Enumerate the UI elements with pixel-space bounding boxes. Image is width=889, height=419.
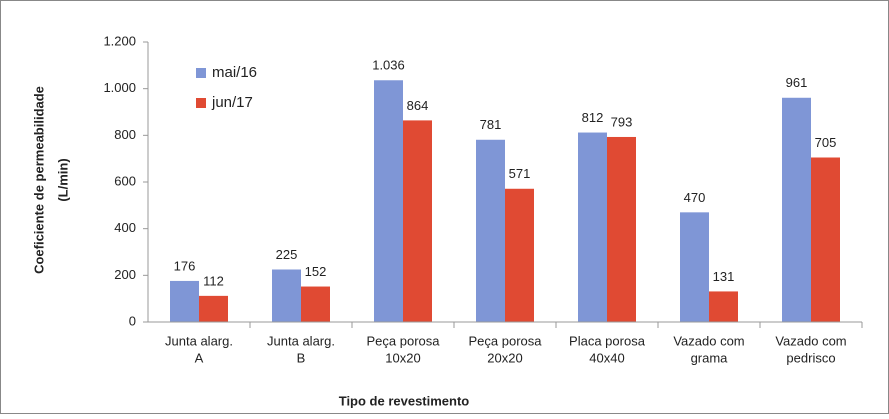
x-tick-label: pedrisco: [786, 350, 835, 365]
y-tick-label: 0: [129, 313, 136, 328]
x-axis-title: Tipo de revestimento: [339, 393, 470, 408]
x-tick-label: Vazado com: [673, 333, 744, 348]
value-label: 470: [684, 190, 706, 205]
x-tick-label: Vazado com: [775, 333, 846, 348]
value-label: 812: [582, 110, 604, 125]
bar: [301, 286, 330, 322]
x-tick-label: Placa porosa: [569, 333, 646, 348]
x-tick-label: Peça porosa: [469, 333, 543, 348]
value-label: 705: [815, 135, 837, 150]
bar: [505, 188, 534, 322]
y-tick-label: 400: [114, 220, 136, 235]
x-tick-label: 40x40: [589, 350, 624, 365]
legend-swatch: [196, 98, 206, 108]
bar: [272, 269, 301, 322]
value-label: 571: [509, 166, 531, 181]
legend-swatch: [196, 68, 206, 78]
x-tick-label: A: [195, 350, 204, 365]
bar: [811, 157, 840, 322]
value-label: 152: [305, 264, 327, 279]
y-tick-label: 1.200: [103, 33, 136, 48]
value-label: 1.036: [372, 58, 405, 73]
x-tick-label: 20x20: [487, 350, 522, 365]
bar: [578, 132, 607, 322]
value-label: 225: [276, 247, 298, 262]
bar: [680, 212, 709, 322]
bar: [374, 80, 403, 323]
x-tick-label: Junta alarg.: [267, 333, 335, 348]
legend-label: mai/16: [212, 64, 257, 81]
y-axis-title: (L/min): [55, 158, 70, 201]
y-tick-label: 200: [114, 267, 136, 282]
y-axis-title: Coeficiente de permeabilidade: [31, 86, 46, 274]
y-tick-label: 1.000: [103, 80, 136, 95]
bar: [607, 136, 636, 322]
value-label: 176: [174, 258, 196, 273]
x-tick-label: B: [297, 350, 306, 365]
bar: [199, 295, 228, 322]
value-label: 781: [480, 117, 502, 132]
value-label: 961: [786, 75, 808, 90]
bar: [709, 291, 738, 322]
x-tick-label: Peça porosa: [367, 333, 441, 348]
bar: [782, 97, 811, 323]
value-label: 112: [203, 273, 224, 288]
x-tick-label: 10x20: [385, 350, 420, 365]
y-tick-label: 600: [114, 173, 136, 188]
bar: [476, 139, 505, 322]
x-tick-label: grama: [691, 350, 729, 365]
value-label: 131: [713, 269, 735, 284]
bar: [403, 120, 432, 323]
value-label: 793: [611, 114, 633, 129]
value-label: 864: [407, 98, 429, 113]
bar: [170, 280, 199, 322]
x-tick-label: Junta alarg.: [165, 333, 233, 348]
y-tick-label: 800: [114, 127, 136, 142]
legend-label: jun/17: [211, 94, 253, 111]
